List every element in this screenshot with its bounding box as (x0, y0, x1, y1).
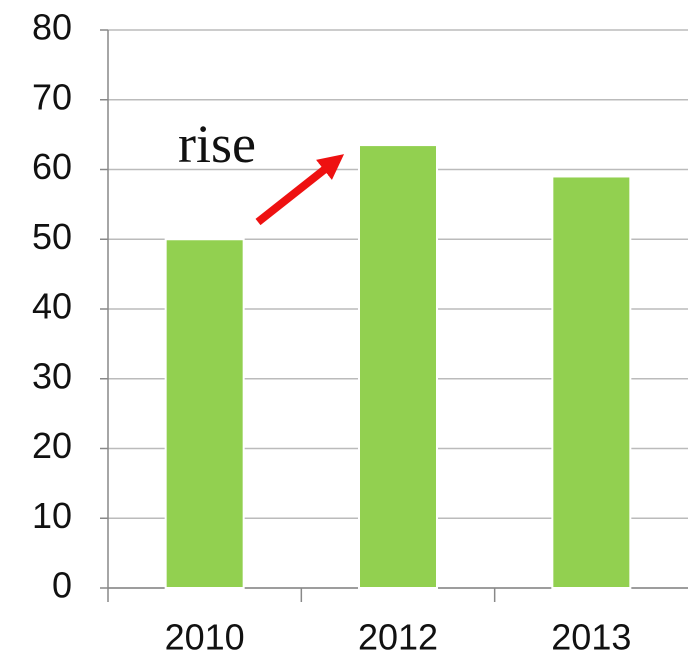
x-tick-label: 2013 (551, 617, 631, 658)
bar (551, 175, 632, 589)
x-tick-label: 2010 (165, 617, 245, 658)
y-tick-label: 50 (32, 216, 72, 257)
y-tick-label: 0 (52, 565, 72, 606)
y-tick-label: 40 (32, 286, 72, 327)
y-tick-label: 10 (32, 495, 72, 536)
x-tick-label: 2012 (358, 617, 438, 658)
y-tick-label: 60 (32, 146, 72, 187)
y-tick-label: 30 (32, 355, 72, 396)
y-tick-label: 80 (32, 7, 72, 48)
y-tick-label: 20 (32, 425, 72, 466)
arrow (255, 154, 345, 226)
bar (358, 144, 438, 589)
bar (164, 238, 245, 589)
y-tick-label: 70 (32, 76, 72, 117)
annotation: rise (178, 114, 256, 174)
